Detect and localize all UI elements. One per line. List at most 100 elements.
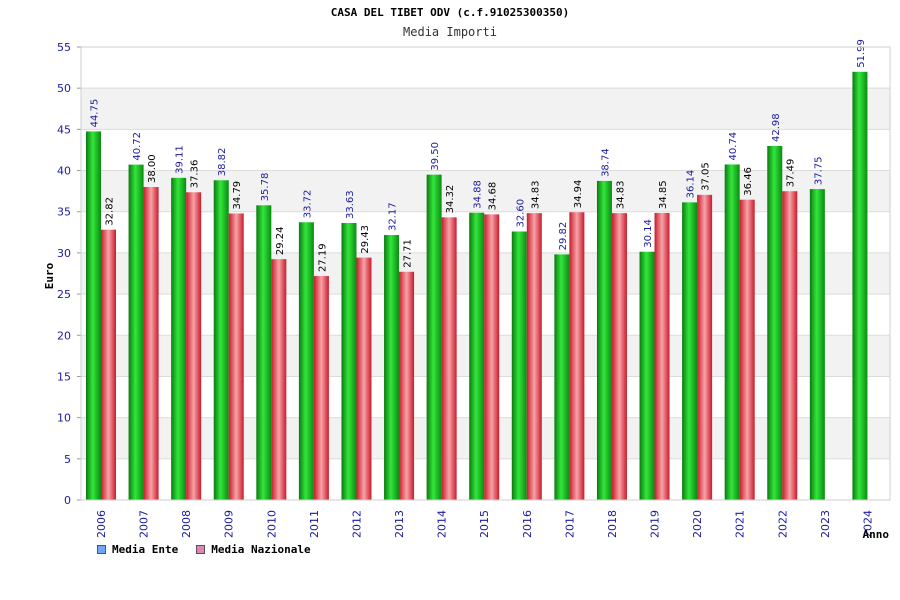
data-label: 39.11 <box>175 145 186 174</box>
legend-label-nazionale: Media Nazionale <box>211 543 311 556</box>
legend-item-nazionale: Media Nazionale <box>196 543 311 556</box>
data-label: 37.36 <box>190 160 201 189</box>
y-tick-label: 35 <box>57 206 71 219</box>
bar-media-ente <box>767 146 783 500</box>
bars <box>86 71 868 501</box>
bar-media-ente <box>469 212 485 500</box>
data-label: 33.63 <box>345 190 356 219</box>
legend-item-ente: Media Ente <box>97 543 178 556</box>
bar-media-ente <box>511 231 527 500</box>
x-tick-label: 2009 <box>223 510 236 538</box>
data-labels: 44.75 32.82 40.72 38.00 39.11 37.36 38.82 34.79… <box>90 39 867 272</box>
data-label: 38.82 <box>217 148 228 177</box>
data-label: 34.94 <box>573 180 584 209</box>
x-tick-label: 2022 <box>776 510 789 538</box>
y-tick-label: 50 <box>57 82 71 95</box>
data-label: 37.75 <box>813 156 824 185</box>
legend-label-ente: Media Ente <box>112 543 179 556</box>
y-tick-label: 15 <box>57 370 71 383</box>
x-tick-label: 2021 <box>734 510 747 538</box>
bar-media-ente <box>86 131 101 500</box>
grid-band <box>81 129 890 171</box>
x-tick-label: 2010 <box>265 510 278 538</box>
axes: 0 5 10 15 20 25 30 35 40 45 50 55 2006 2007 2008 2009 20… <box>43 41 891 541</box>
data-label: 34.85 <box>658 180 669 209</box>
bar-media-nazionale <box>782 191 798 500</box>
x-tick-label: 2024 <box>861 510 874 538</box>
bar-media-ente <box>128 164 144 500</box>
bar-media-nazionale <box>228 213 244 500</box>
bar-media-ente <box>426 174 442 500</box>
data-label: 44.75 <box>90 99 101 128</box>
grid-band <box>81 88 890 130</box>
y-axis-title: Euro <box>43 262 56 289</box>
x-tick-label: 2017 <box>563 510 576 538</box>
data-label: 51.99 <box>856 39 867 68</box>
bar-media-ente <box>298 222 314 500</box>
y-tick-label: 10 <box>57 412 71 425</box>
data-label: 37.05 <box>701 162 712 191</box>
bar-media-ente <box>682 202 698 500</box>
x-tick-label: 2020 <box>691 510 704 538</box>
data-label: 34.79 <box>232 181 243 210</box>
data-label: 30.14 <box>643 219 654 248</box>
bar-media-nazionale <box>697 194 713 501</box>
x-tick-label: 2014 <box>436 510 449 538</box>
x-tick-label: 2023 <box>819 510 832 538</box>
data-label: 33.72 <box>302 190 313 219</box>
bar-media-ente <box>596 180 612 500</box>
data-label: 32.82 <box>105 197 116 226</box>
x-tick-label: 2006 <box>95 510 108 538</box>
data-label: 37.49 <box>786 159 797 188</box>
legend-swatch-nazionale <box>196 545 206 554</box>
bar-media-nazionale <box>484 214 500 500</box>
x-tick-label: 2011 <box>308 510 321 538</box>
bar-media-nazionale <box>569 212 585 501</box>
legend-swatch-ente <box>97 545 106 554</box>
bar-media-nazionale <box>313 276 329 500</box>
bar-media-nazionale <box>186 192 202 500</box>
data-label: 32.60 <box>515 199 526 228</box>
bar-media-ente <box>341 223 357 500</box>
y-tick-label: 55 <box>57 41 71 54</box>
data-label: 39.50 <box>430 142 441 171</box>
bar-media-ente <box>384 235 400 500</box>
bar-media-nazionale <box>143 187 159 500</box>
data-label: 34.88 <box>473 180 484 209</box>
bar-media-ente <box>852 71 868 501</box>
x-tick-label: 2015 <box>478 510 491 538</box>
bar-media-nazionale <box>526 213 542 501</box>
y-tick-label: 0 <box>64 494 71 507</box>
data-label: 34.68 <box>488 182 499 211</box>
data-label: 36.14 <box>686 170 697 199</box>
bar-media-nazionale <box>441 217 457 500</box>
data-label: 40.74 <box>728 132 739 161</box>
bar-media-nazionale <box>654 212 670 501</box>
legend: Media Ente Media Nazionale <box>97 543 311 556</box>
data-label: 42.98 <box>771 113 782 142</box>
chart-title: CASA DEL TIBET ODV (c.f.91025300350) <box>330 6 570 19</box>
y-tick-label: 5 <box>64 453 71 466</box>
data-label: 34.32 <box>445 185 456 214</box>
data-label: 35.78 <box>260 173 271 202</box>
bar-media-nazionale <box>611 213 627 501</box>
x-tick-label: 2008 <box>180 510 193 538</box>
data-label: 40.72 <box>132 132 143 161</box>
x-tick-label: 2012 <box>350 510 363 538</box>
data-label: 38.74 <box>600 148 611 177</box>
bar-media-ente <box>256 205 272 500</box>
data-label: 27.19 <box>317 243 328 272</box>
x-tick-label: 2007 <box>138 510 151 538</box>
data-label: 38.00 <box>147 154 158 183</box>
data-label: 34.83 <box>615 180 626 209</box>
bar-media-ente <box>213 180 229 501</box>
y-tick-label: 40 <box>57 165 71 178</box>
data-label: 29.24 <box>275 227 286 256</box>
x-axis-title: Anno <box>863 528 890 541</box>
x-tick-label: 2013 <box>393 510 406 538</box>
bar-media-nazionale <box>399 271 415 500</box>
bar-media-ente <box>809 189 825 500</box>
bar-media-nazionale <box>739 199 755 500</box>
bar-media-nazionale <box>101 229 116 500</box>
y-tick-label: 45 <box>57 123 71 136</box>
